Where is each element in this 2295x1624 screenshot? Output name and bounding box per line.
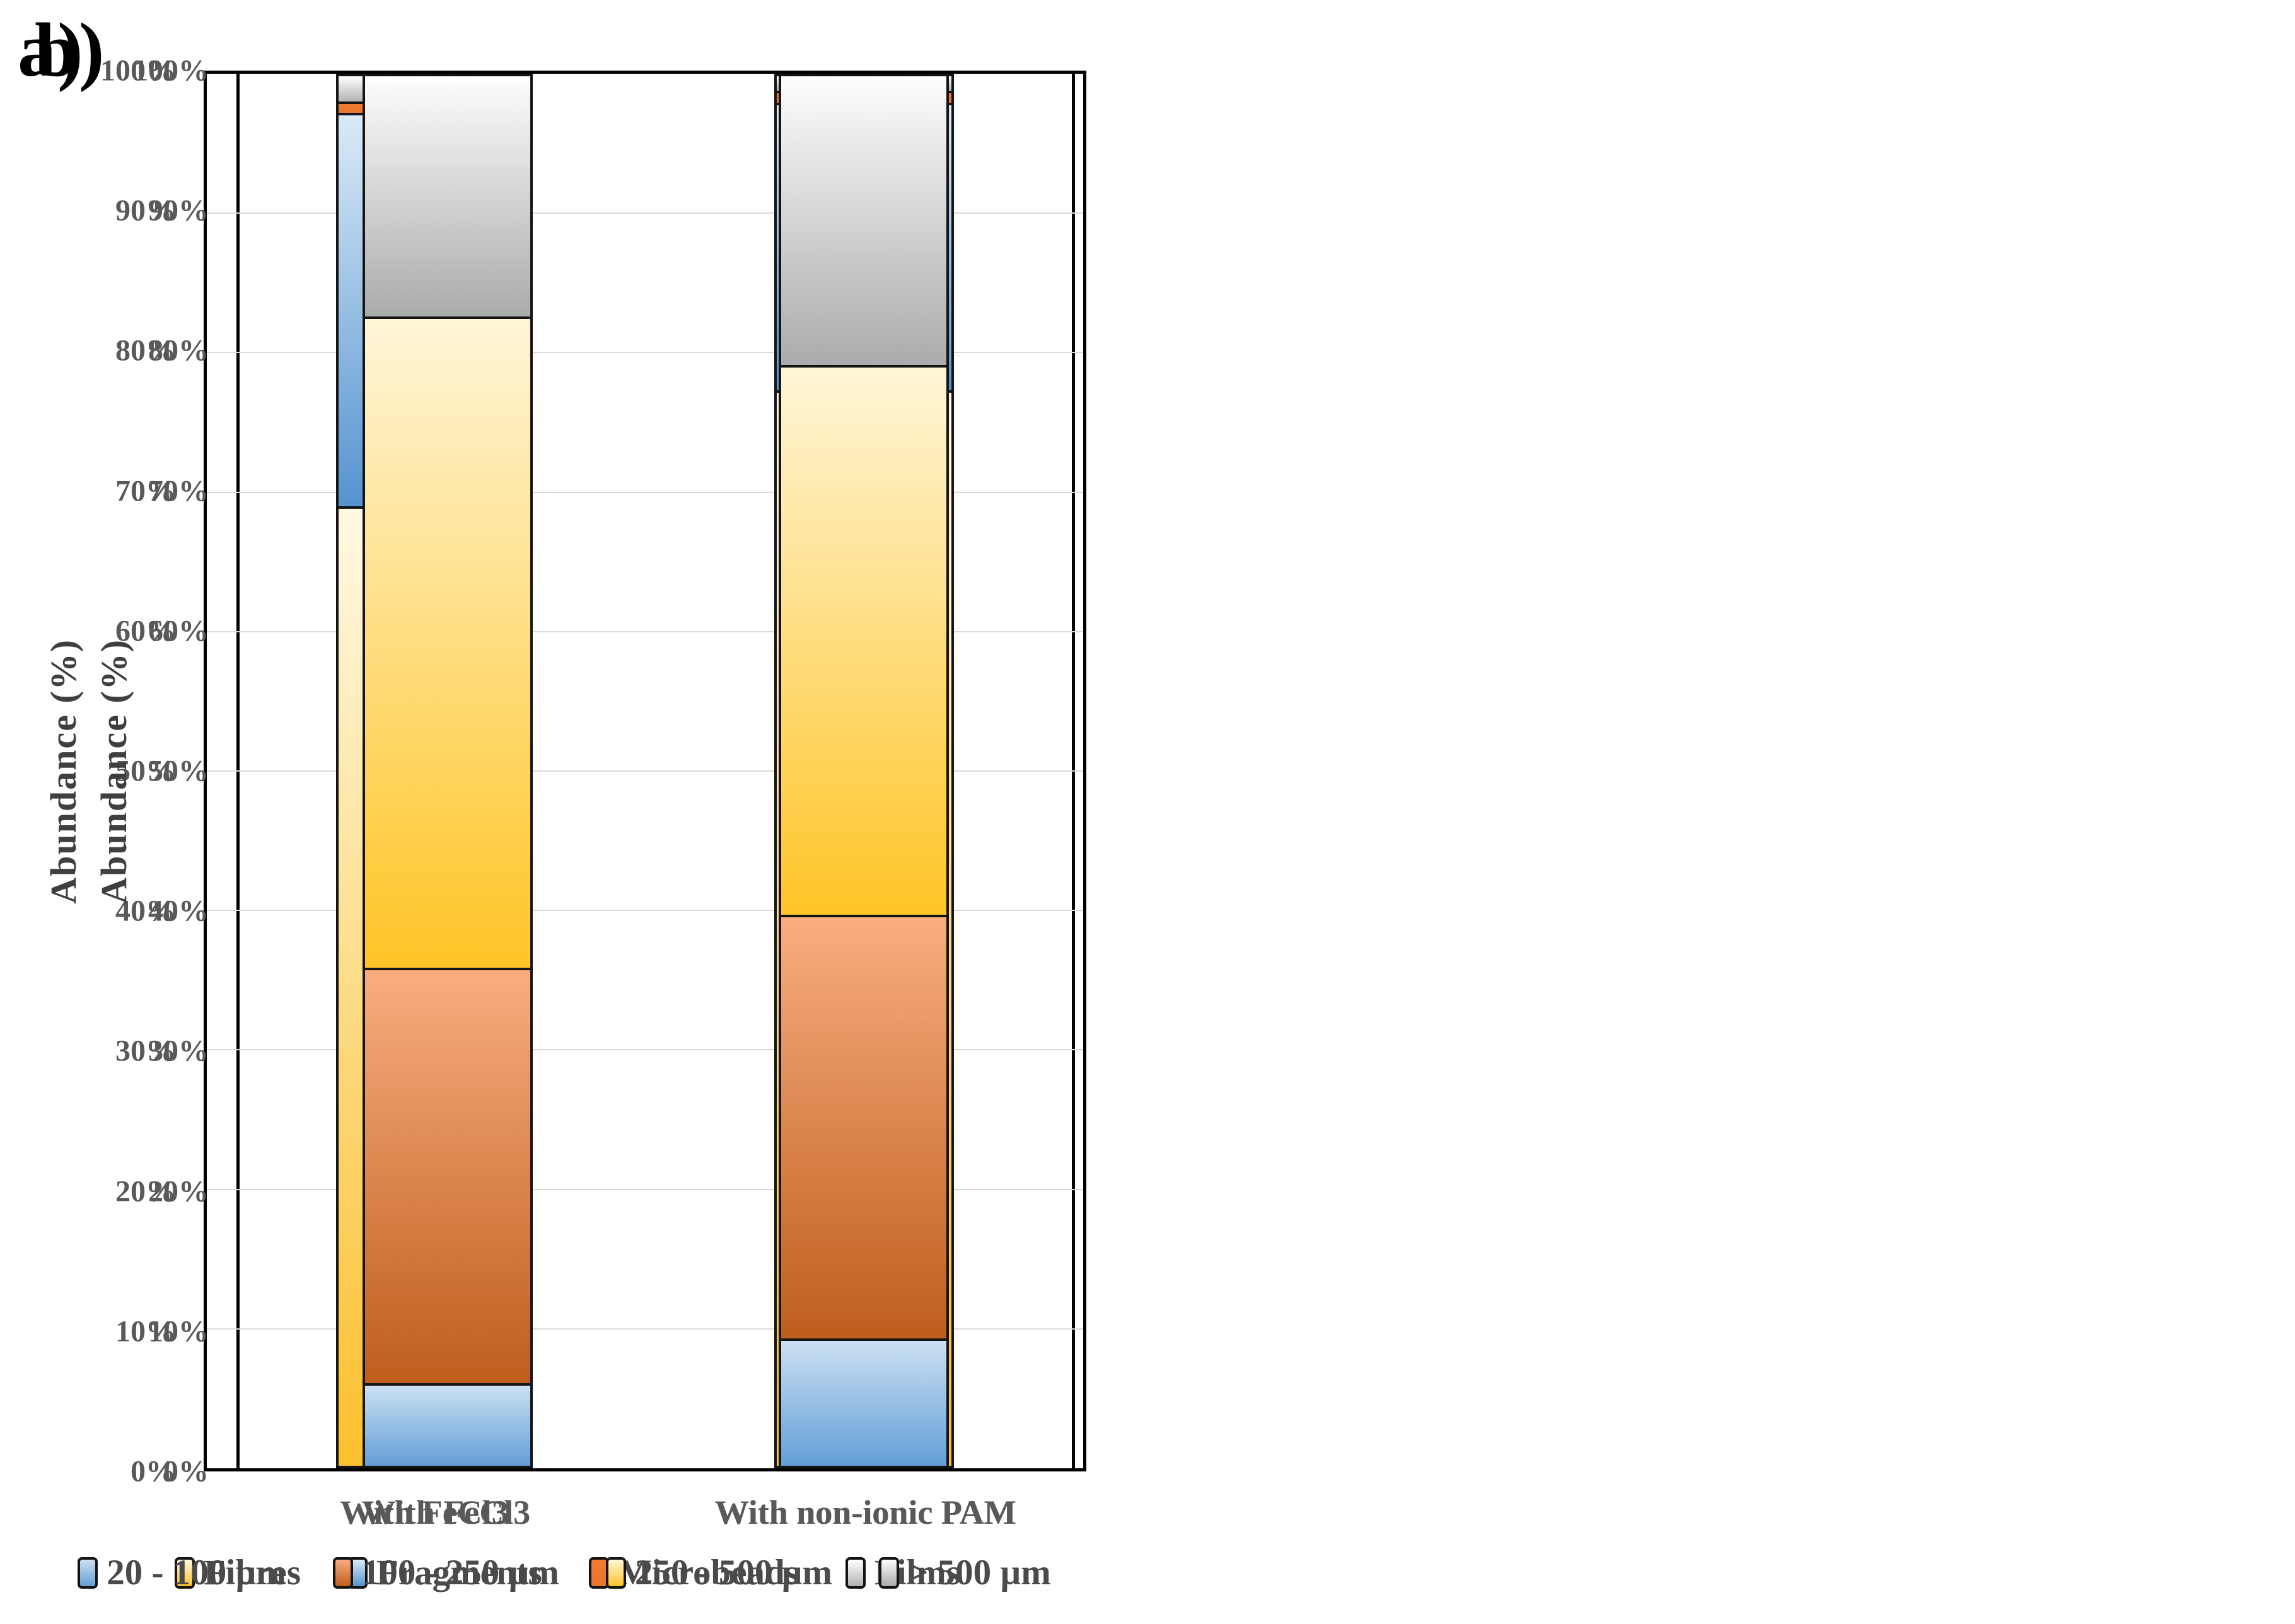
gridline-30pct: [240, 1049, 1072, 1051]
category-label-a-2: With non-ionic PAM: [714, 1494, 1017, 1531]
y-tick-label-a-80: 80%: [115, 334, 176, 368]
gridline-10pct: [240, 1328, 1072, 1330]
legend-swatch-icon-500-m: [878, 1557, 899, 1589]
segment-500-m-b1: [362, 74, 533, 316]
y-tick-label-b-70: 70%: [148, 474, 209, 508]
gridline-60pct: [240, 630, 1072, 632]
legend-item-microbeads: Microbeads: [588, 1552, 799, 1593]
legend-swatch-icon-films: [845, 1557, 866, 1589]
segment-250-500-m-b1: [362, 316, 533, 968]
y-tick-label-b-100: 100%: [133, 54, 209, 88]
gridline-20pct: [240, 1188, 1072, 1190]
y-tick-label-b-30: 30%: [148, 1034, 209, 1068]
category-label-a-1: With FeCl3: [340, 1494, 509, 1531]
segment-500-m-b2: [778, 74, 950, 366]
y-axis-ticks-b: 0% 10% 20% 30% 40% 50% 60% 70% 80% 90% 100%: [0, 54, 223, 1488]
segment-100-250-m-b2: [778, 914, 950, 1339]
segment-20-100-m-b2: [778, 1338, 950, 1468]
y-tick-label-b-10: 10%: [148, 1314, 209, 1348]
y-tick-label-b-60: 60%: [148, 614, 209, 648]
legend-label-500-m: > 500 µm: [907, 1553, 1051, 1592]
stacked-bar-b-1: [362, 74, 533, 1468]
segment-20-100-m-b1: [362, 1383, 533, 1468]
legend-b: 20 - 100 µm 100 - 250 µm 250 - 500 µm > 500…: [0, 1552, 1129, 1593]
y-tick-label-a-70: 70%: [115, 474, 176, 508]
legend-label-fragments: Fragments: [376, 1553, 542, 1592]
y-tick-label-a-30: 30%: [115, 1034, 176, 1068]
y-tick-label-a-60: 60%: [115, 614, 176, 648]
gridline-90pct: [240, 212, 1072, 214]
legend-swatch-icon-fibres: [174, 1557, 195, 1589]
legend-swatch-icon-20-100-m: [78, 1557, 98, 1589]
legend-swatch-icon-100-250-m: [332, 1557, 353, 1589]
legend-item-100-250-m: 100 - 250 µm: [332, 1552, 559, 1593]
legend-item-20-100-m: 20 - 100 µm: [78, 1552, 286, 1593]
y-tick-label-b-80: 80%: [148, 334, 209, 368]
plot-area-b: [236, 71, 1075, 1471]
y-tick-label-b-50: 50%: [148, 754, 209, 788]
panel-a-letter: a): [18, 8, 84, 93]
segment-250-500-m-b2: [778, 365, 950, 915]
segment-100-250-m-b1: [362, 967, 533, 1384]
y-axis-ticks-a: 0% 10% 20% 30% 40% 50% 60% 70% 80% 90% 100%: [0, 54, 190, 1488]
legend-label-100-250-m: 100 - 250 µm: [361, 1553, 559, 1592]
gridline-80pct: [240, 352, 1072, 354]
legend-item-500-m: > 500 µm: [878, 1552, 1051, 1593]
y-tick-label-a-40: 40%: [115, 894, 176, 928]
gridline-50pct: [240, 770, 1072, 772]
legend-item-fibres: Fibres: [174, 1552, 301, 1593]
legend-item-250-500-m: 250 - 500 µm: [605, 1552, 832, 1593]
y-tick-label-a-50: 50%: [115, 754, 176, 788]
stacked-bar-b-2: [778, 74, 950, 1468]
gridline-70pct: [240, 491, 1072, 493]
y-tick-label-b-20: 20%: [148, 1174, 209, 1209]
y-tick-label-b-0: 0%: [163, 1454, 209, 1488]
legend-label-250-500-m: 250 - 500 µm: [634, 1553, 832, 1592]
y-tick-label-a-10: 10%: [115, 1314, 176, 1348]
category-label-b-1: With FeCl3: [361, 1494, 531, 1531]
y-tick-label-a-90: 90%: [115, 194, 176, 228]
panel-b-letter: b): [35, 8, 106, 93]
category-label-b-2: With non-ionic PAM: [714, 1494, 1016, 1531]
legend-swatch-icon-250-500-m: [605, 1557, 626, 1589]
legend-label-20-100-m: 20 - 100 µm: [107, 1553, 286, 1592]
legend-label-microbeads: Microbeads: [617, 1553, 799, 1592]
legend-label-fibres: Fibres: [203, 1553, 301, 1592]
y-tick-label-a-100: 100%: [100, 54, 176, 88]
y-tick-label-b-40: 40%: [148, 894, 209, 928]
y-tick-label-a-20: 20%: [115, 1174, 176, 1209]
y-tick-label-a-0: 0%: [131, 1454, 176, 1488]
panel-b: b) Abundance (%) 0% 10% 20% 30% 40% 50% 60% 70%…: [0, 0, 1129, 1624]
gridline-40pct: [240, 910, 1072, 912]
y-tick-label-b-90: 90%: [148, 194, 209, 228]
legend-a: Fibres Fragments Microbeads Films: [0, 1552, 1135, 1593]
